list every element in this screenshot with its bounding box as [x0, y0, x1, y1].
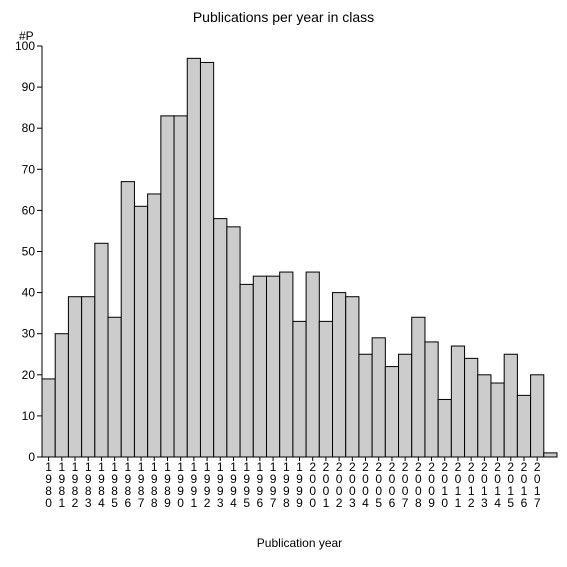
bar [108, 317, 121, 457]
x-tick-label: 2017 [534, 460, 541, 510]
x-tick-label: 1980 [45, 460, 52, 510]
x-tick-label: 1995 [243, 460, 250, 510]
x-tick-label: 1984 [98, 460, 105, 510]
bar [399, 354, 412, 457]
x-tick-label: 2006 [389, 460, 396, 510]
bar [517, 395, 530, 457]
bar [333, 293, 346, 457]
x-tick-label: 2011 [455, 460, 462, 510]
x-tick-label: 1985 [111, 460, 118, 510]
bar [478, 375, 491, 457]
x-tick-label: 1994 [230, 460, 237, 510]
bar [121, 182, 134, 457]
x-tick-label: 2013 [481, 460, 488, 510]
bar [253, 276, 266, 457]
x-tick-label: 1992 [204, 460, 211, 510]
y-tick-label: 100 [15, 39, 35, 53]
bar [82, 297, 95, 457]
x-tick-label: 1996 [257, 460, 264, 510]
x-tick-label: 2004 [362, 460, 369, 510]
x-tick-label: 1997 [270, 460, 277, 510]
bar [55, 334, 68, 457]
bar [504, 354, 517, 457]
y-tick-label: 40 [22, 286, 36, 300]
x-tick-label: 1987 [138, 460, 145, 510]
bar [161, 116, 174, 457]
y-tick-label: 50 [22, 245, 36, 259]
bar [544, 453, 557, 457]
x-tick-label: 2015 [507, 460, 514, 510]
x-axis-label: Publication year [257, 536, 342, 550]
bar [346, 297, 359, 457]
bar [200, 62, 213, 457]
x-tick-label: 2012 [468, 460, 475, 510]
bar [42, 379, 55, 457]
x-tick-label: 2002 [336, 460, 343, 510]
y-tick-label: 10 [22, 409, 36, 423]
x-tick-label: 2008 [415, 460, 422, 510]
x-tick-label: 1990 [177, 460, 184, 510]
x-tick-label: 2001 [323, 460, 330, 510]
bar [372, 338, 385, 457]
bar [280, 272, 293, 457]
bar [412, 317, 425, 457]
x-tick-label: 2009 [428, 460, 435, 510]
x-tick-label: 1988 [151, 460, 158, 510]
chart-svg: Publications per year in class#P01020304… [0, 0, 567, 567]
x-tick-label: 2003 [349, 460, 356, 510]
chart-title: Publications per year in class [193, 9, 374, 25]
bar [491, 383, 504, 457]
x-tick-label: 1983 [85, 460, 92, 510]
x-tick-label: 1981 [58, 460, 65, 510]
bar [319, 321, 332, 457]
y-tick-label: 90 [22, 80, 36, 94]
bar [187, 58, 200, 457]
bar [531, 375, 544, 457]
x-tick-label: 1989 [164, 460, 171, 510]
bar [214, 219, 227, 457]
x-tick-label: 2005 [375, 460, 382, 510]
bar [68, 297, 81, 457]
y-tick-label: 80 [22, 121, 36, 135]
bar [425, 342, 438, 457]
bar [227, 227, 240, 457]
bar [385, 367, 398, 457]
bar [438, 399, 451, 457]
bar [148, 194, 161, 457]
x-tick-label: 1999 [296, 460, 303, 510]
y-tick-label: 30 [22, 327, 36, 341]
bar [95, 243, 108, 457]
x-tick-label: 2016 [521, 460, 528, 510]
x-tick-label: 1982 [72, 460, 79, 510]
x-tick-label: 1998 [283, 460, 290, 510]
y-tick-label: 70 [22, 162, 36, 176]
bar [465, 358, 478, 457]
x-tick-label: 1986 [124, 460, 131, 510]
x-tick-label: 2010 [441, 460, 448, 510]
bar [240, 284, 253, 457]
bar [174, 116, 187, 457]
x-tick-label: 2014 [494, 460, 501, 510]
x-tick-label: 2000 [309, 460, 316, 510]
x-tick-label: 1991 [191, 460, 198, 510]
y-tick-label: 0 [28, 450, 35, 464]
x-tick-label: 2007 [402, 460, 409, 510]
y-tick-label: 60 [22, 203, 36, 217]
x-tick-label: 1993 [217, 460, 224, 510]
bar [451, 346, 464, 457]
bar [359, 354, 372, 457]
bar [293, 321, 306, 457]
publications-bar-chart: Publications per year in class#P01020304… [0, 0, 567, 567]
y-tick-label: 20 [22, 368, 36, 382]
bar [266, 276, 279, 457]
bar [134, 206, 147, 457]
bar [306, 272, 319, 457]
